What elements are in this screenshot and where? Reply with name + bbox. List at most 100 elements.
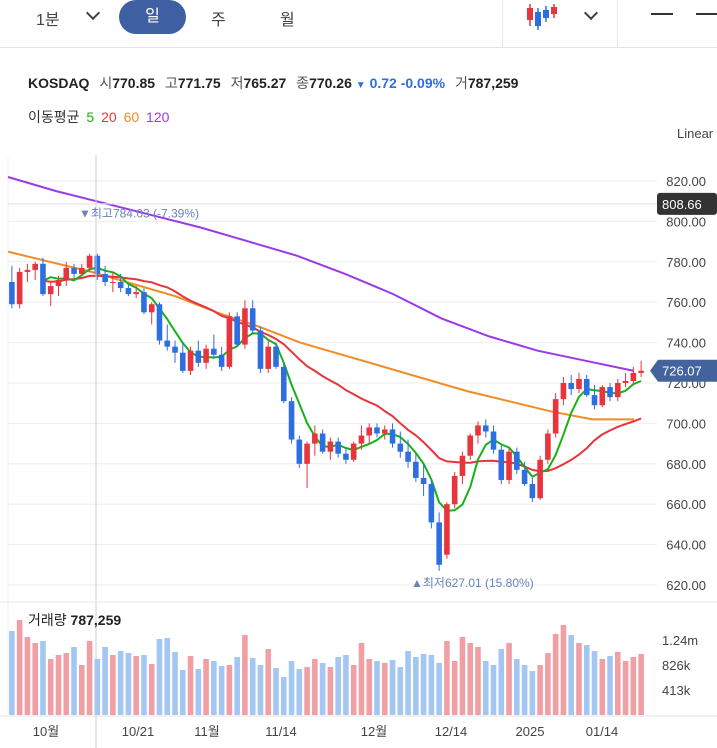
candle-body bbox=[490, 431, 497, 450]
ma-120: 120 bbox=[146, 109, 170, 125]
tab-day[interactable]: 일 bbox=[119, 0, 186, 34]
candle-body bbox=[358, 435, 365, 444]
candle-body bbox=[24, 269, 31, 272]
candle-body bbox=[514, 451, 520, 470]
candle-body bbox=[319, 433, 326, 452]
candle-body bbox=[32, 263, 38, 270]
volume-bar bbox=[40, 641, 46, 715]
candle-body bbox=[327, 441, 334, 452]
candle-body bbox=[560, 383, 567, 400]
x-tick-label: 12/14 bbox=[435, 724, 468, 739]
crosshair-value: 808.66 bbox=[662, 197, 702, 212]
candle-body bbox=[148, 304, 155, 313]
tab-week[interactable]: 주 bbox=[211, 12, 226, 29]
volume-bar bbox=[203, 659, 209, 715]
volume-bar bbox=[234, 657, 240, 715]
volume-bar bbox=[226, 665, 233, 715]
candle-body bbox=[552, 399, 559, 434]
volume-bar bbox=[615, 652, 621, 715]
candle-body bbox=[537, 459, 543, 499]
y-tick-label: 660.00 bbox=[666, 497, 706, 512]
candle-body bbox=[280, 366, 287, 402]
candle-body bbox=[436, 522, 442, 565]
volume-bar bbox=[529, 671, 536, 715]
candle-body bbox=[187, 350, 194, 371]
volume-bar bbox=[514, 659, 520, 715]
volume-bar bbox=[521, 665, 528, 715]
candle-body bbox=[164, 340, 171, 347]
candle-body bbox=[203, 348, 209, 363]
volume-bar bbox=[133, 656, 139, 715]
volume-bar bbox=[335, 657, 341, 715]
volume-bar bbox=[125, 653, 132, 715]
volume-bar bbox=[436, 663, 442, 715]
volume-bar bbox=[622, 661, 629, 715]
candlestick-chart-type-icon[interactable] bbox=[524, 2, 564, 32]
volume-bar bbox=[405, 651, 411, 715]
y-tick-label: 680.00 bbox=[666, 457, 706, 472]
volume-bar bbox=[156, 639, 163, 715]
volume-bar bbox=[265, 649, 272, 715]
tab-month[interactable]: 월 bbox=[280, 12, 295, 29]
high-value: 771.75 bbox=[177, 75, 221, 91]
volume-bar bbox=[296, 669, 303, 715]
x-tick-label: 2025 bbox=[516, 724, 545, 739]
candle-body bbox=[133, 292, 139, 295]
volume-bar bbox=[102, 647, 108, 715]
ma-60: 60 bbox=[123, 109, 140, 125]
volume-bar bbox=[599, 659, 606, 715]
moving-average-legend[interactable]: 이동평균 5 20 60 120 bbox=[28, 107, 169, 127]
candle-body bbox=[374, 427, 380, 434]
volume-bar bbox=[211, 661, 217, 715]
candle-body bbox=[16, 271, 23, 305]
candle-body bbox=[397, 443, 404, 452]
change-pct: -0.09% bbox=[400, 75, 446, 91]
candle-body bbox=[156, 304, 163, 341]
volume-bar bbox=[312, 659, 318, 715]
x-tick-label: 11월 bbox=[194, 724, 219, 739]
volume-bar bbox=[195, 669, 202, 715]
candle-body bbox=[211, 348, 217, 355]
ma-60-line bbox=[7, 250, 634, 421]
candle-body bbox=[451, 475, 458, 505]
volume-bar bbox=[327, 667, 334, 715]
volume-bar bbox=[148, 664, 155, 715]
candle-body bbox=[405, 451, 411, 462]
close-value: 770.26 bbox=[309, 75, 352, 91]
candle-body bbox=[79, 267, 85, 274]
candle-body bbox=[55, 279, 62, 287]
scale-mode[interactable]: Linear bbox=[677, 126, 714, 141]
candle-body bbox=[141, 292, 147, 313]
candle-body bbox=[172, 346, 178, 353]
candle-body bbox=[413, 461, 419, 478]
interval-selector[interactable]: 1분 bbox=[36, 12, 60, 29]
toolbar: 1분 일 주 월 bbox=[0, 0, 717, 48]
volume-bar bbox=[288, 661, 295, 715]
menu-icon[interactable] bbox=[696, 13, 717, 15]
y-tick-label: 800.00 bbox=[666, 214, 706, 229]
candle-body bbox=[110, 282, 116, 283]
minimize-icon[interactable] bbox=[651, 13, 673, 15]
volume-bar bbox=[350, 665, 357, 715]
candle-body bbox=[420, 477, 427, 484]
max-marker-label: ▼최고784.03 (-7.39%) bbox=[79, 207, 199, 221]
y-tick-label: 820.00 bbox=[666, 174, 706, 189]
volume-bar bbox=[179, 670, 186, 715]
candle-body bbox=[498, 449, 505, 480]
candle-body bbox=[366, 427, 373, 436]
y-tick-label: 760.00 bbox=[666, 295, 706, 310]
candle-body bbox=[444, 504, 450, 555]
candle-body bbox=[638, 370, 644, 373]
volume-bar bbox=[257, 665, 264, 715]
x-tick-label: 12월 bbox=[361, 724, 387, 739]
open-value: 770.85 bbox=[112, 75, 156, 91]
candle-body bbox=[47, 286, 54, 295]
last-price-badge bbox=[650, 359, 717, 382]
volume-bar bbox=[249, 658, 256, 715]
candle-body bbox=[117, 282, 124, 289]
volume-bar bbox=[389, 660, 396, 715]
candle-body bbox=[521, 469, 528, 484]
volume-bar bbox=[381, 663, 388, 715]
x-tick-label: 10/21 bbox=[122, 724, 155, 739]
